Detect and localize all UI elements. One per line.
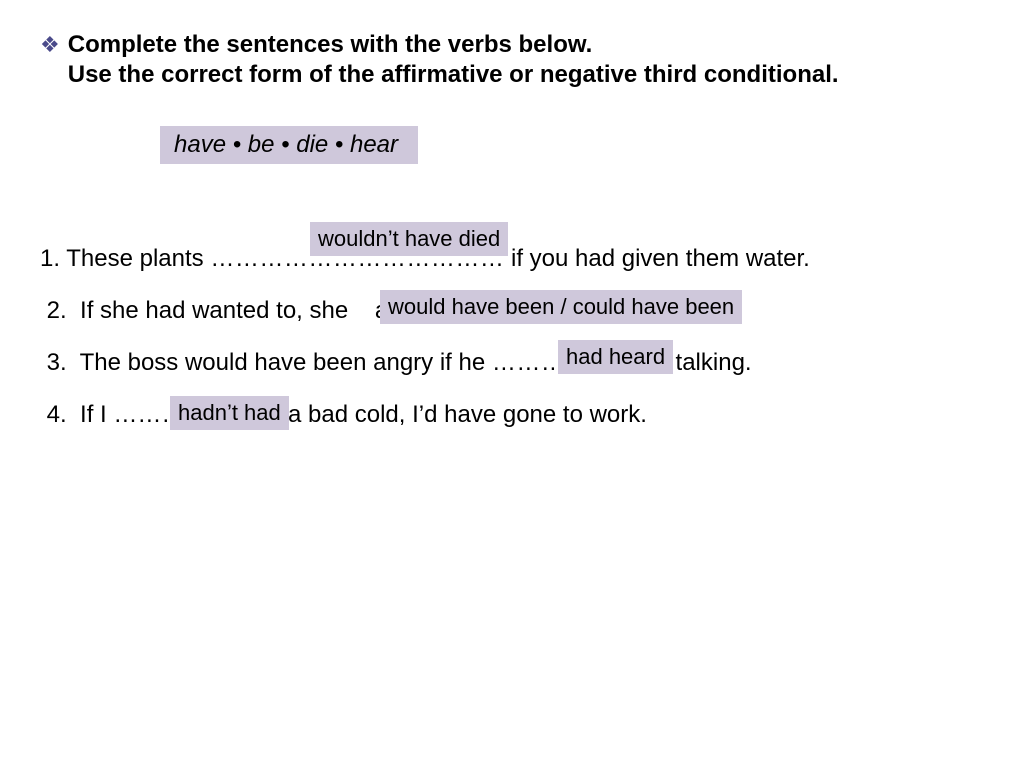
diamond-bullet-icon: ❖ xyxy=(40,30,60,60)
instruction-line-2: Use the correct form of the affirmative … xyxy=(68,61,839,88)
sentence-row-3: had heard 3. The boss would have been an… xyxy=(40,348,984,378)
answer-chip-4: hadn’t had xyxy=(170,396,289,430)
sentence-3-prefix: 3. The boss would have been angry if he xyxy=(40,349,492,376)
sentence-row-4: hadn’t had 4. If I ………………… a bad cold, I… xyxy=(40,400,984,430)
answer-chip-2: would have been / could have been xyxy=(380,290,742,324)
answer-text-1: wouldn’t have died xyxy=(318,226,500,251)
verb-bank: have • be • die • hear xyxy=(160,126,418,164)
instruction-text: Complete the sentences with the verbs be… xyxy=(68,30,839,90)
answer-chip-3: had heard xyxy=(558,340,673,374)
sentence-4-prefix: 4. If I …… xyxy=(40,401,161,428)
instruction-line-1: Complete the sentences with the verbs be… xyxy=(68,31,593,58)
sentence-1-suffix: if you had given them water. xyxy=(504,245,810,272)
sentence-3-dots: …… xyxy=(492,349,541,376)
sentence-1-prefix: 1. These plants xyxy=(40,245,210,272)
answer-text-4: hadn’t had xyxy=(178,400,281,425)
sentence-text-4: 4. If I ………………… a bad cold, I’d have gon… xyxy=(40,401,647,428)
sentence-row-2: would have been / could have been 2. If … xyxy=(40,296,984,326)
instruction-block: ❖ Complete the sentences with the verbs … xyxy=(40,30,984,90)
sentence-row-1: wouldn’t have died 1. These plants ……………… xyxy=(40,244,984,274)
answer-chip-1: wouldn’t have died xyxy=(310,222,508,256)
sentences-container: wouldn’t have died 1. These plants ……………… xyxy=(40,244,984,430)
answer-text-2: would have been / could have been xyxy=(388,294,734,319)
answer-text-3: had heard xyxy=(566,344,665,369)
verb-bank-text: have • be • die • hear xyxy=(174,131,398,159)
sentence-2-prefix: 2. If she had wanted to, she xyxy=(40,297,362,324)
